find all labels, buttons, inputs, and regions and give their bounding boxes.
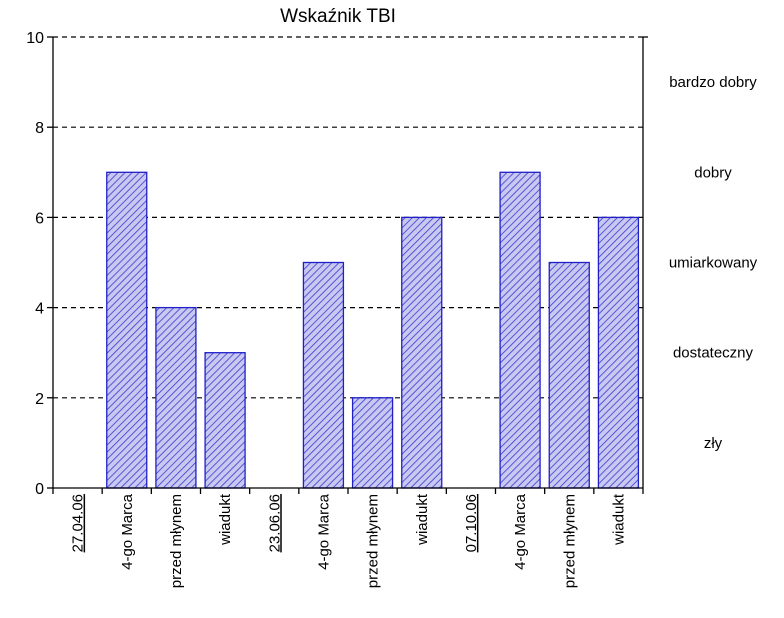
category-label-3: wiadukt <box>217 493 234 546</box>
bar-3 <box>204 352 246 489</box>
y-tick-label-5: 10 <box>26 30 44 47</box>
category-label-4: 23.06.06 <box>266 494 283 552</box>
category-label-7: wiadukt <box>414 493 431 546</box>
category-label-2: przed młynem <box>168 494 185 588</box>
bar-7 <box>401 216 443 489</box>
class-label-0: bardzo dobry <box>669 74 757 91</box>
class-labels: bardzo dobry dobry umiarkowany dostateczny z… <box>669 74 758 452</box>
bar-1 <box>106 171 148 489</box>
category-label-5: 4-go Marca <box>315 493 332 570</box>
y-tick-label-4: 8 <box>35 120 44 137</box>
axes <box>47 36 648 494</box>
category-label-10: przed młynem <box>561 494 578 588</box>
y-tick-label-3: 6 <box>35 210 44 227</box>
class-label-2: umiarkowany <box>669 255 758 272</box>
category-label-1: 4-go Marca <box>119 493 136 570</box>
bar-11 <box>597 216 640 489</box>
bar-2 <box>155 306 197 489</box>
chart-title: Wskaźnik TBI <box>280 6 396 27</box>
bar-9 <box>499 171 541 489</box>
category-labels: 27.04.06 4-go Marca przed młynem wiadukt 23.… <box>70 493 628 588</box>
bar-5 <box>302 261 345 489</box>
bar-10 <box>548 261 590 489</box>
category-label-6: przed młynem <box>365 494 382 588</box>
category-label-11: wiadukt <box>610 493 627 546</box>
bar-6 <box>351 397 394 489</box>
category-label-0: 27.04.06 <box>70 494 87 552</box>
class-label-1: dobry <box>694 164 732 181</box>
category-label-8: 07.10.06 <box>463 494 480 552</box>
y-tick-labels: 0 2 4 6 8 10 <box>26 30 44 498</box>
y-tick-label-0: 0 <box>35 481 44 498</box>
class-label-3: dostateczny <box>673 345 754 362</box>
y-tick-label-1: 2 <box>35 391 44 408</box>
class-label-4: zły <box>704 435 723 452</box>
category-label-9: 4-go Marca <box>512 493 529 570</box>
y-tick-label-2: 4 <box>35 301 44 318</box>
bars <box>106 171 640 489</box>
